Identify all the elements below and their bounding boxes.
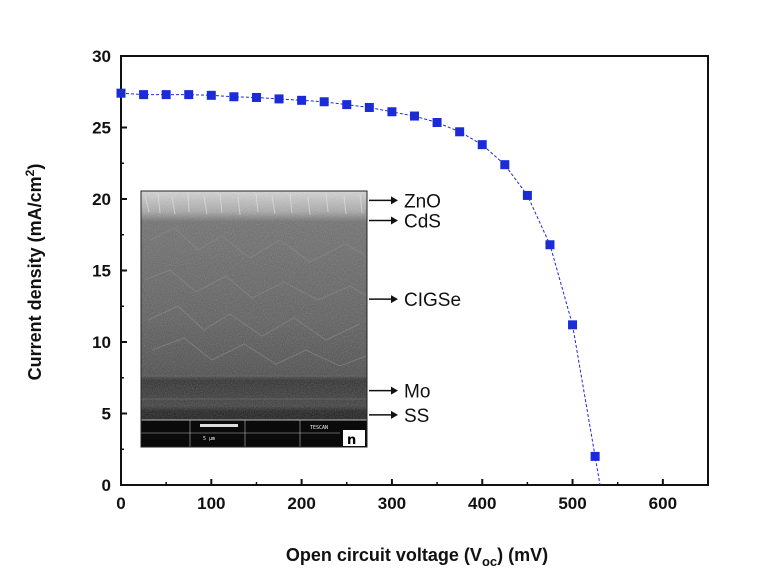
x-tick-label-2: 200 [287, 494, 315, 513]
data-point [319, 97, 329, 107]
arrow-right-icon [391, 295, 398, 304]
data-point [432, 117, 442, 127]
arrow-right-icon [391, 196, 398, 205]
data-point [342, 100, 352, 110]
arrow-right-icon [391, 216, 398, 225]
y-tick-label-5: 25 [92, 119, 111, 138]
data-point [364, 102, 374, 112]
data-point [139, 90, 149, 100]
x-tick-label-3: 300 [378, 494, 406, 513]
data-point [455, 127, 465, 137]
data-point [410, 111, 419, 121]
data-point [522, 190, 532, 200]
data-point [184, 90, 194, 100]
arrow-right-icon [391, 386, 398, 395]
x-tick-label-1: 100 [197, 494, 225, 513]
y-axis-title: Current density (mA/cm2) [23, 164, 45, 381]
y-tick-label-6: 30 [92, 47, 111, 66]
layer-label-zno: ZnO [369, 191, 441, 212]
layer-label-text: CIGSe [404, 290, 461, 311]
y-tick-label-4: 20 [92, 190, 111, 209]
layer-label-text: SS [404, 406, 429, 427]
layer-label-cds: CdS [369, 211, 441, 232]
data-point [568, 320, 578, 330]
y-tick-label-2: 10 [92, 333, 111, 352]
sem-logo-icon [343, 430, 365, 446]
arrow-right-icon [391, 410, 398, 419]
x-tick-label-5: 500 [558, 494, 586, 513]
data-point [297, 95, 307, 105]
series-line-0 [120, 92, 601, 486]
layer-label-mo: Mo [369, 382, 430, 403]
x-tick-label-0: 0 [116, 494, 125, 513]
data-point [477, 140, 487, 150]
x-tick-label-4: 400 [468, 494, 496, 513]
data-point [116, 88, 126, 98]
y-axis-ticks: 0 5 10 15 20 25 30 [92, 47, 127, 495]
layer-label-text: Mo [404, 382, 430, 403]
data-point [500, 160, 510, 170]
series-layer [116, 88, 601, 486]
layer-label-cigse: CIGSe [369, 290, 461, 311]
data-point [206, 90, 216, 100]
x-axis-title: Open circuit voltage (Voc) (mV) [286, 545, 548, 569]
x-axis-ticks: 0 100 200 300 400 500 600 [116, 479, 677, 513]
scale-bar [200, 424, 238, 427]
svg-text:n: n [347, 433, 356, 448]
y-tick-label-1: 5 [102, 405, 111, 424]
scale-label: 5 µm [203, 436, 215, 442]
layer-label-text: CdS [404, 211, 441, 232]
x-tick-label-6: 600 [649, 494, 677, 513]
data-point [161, 90, 171, 100]
y-tick-label-3: 15 [92, 262, 111, 281]
sem-inset-image: 5 µm TESCAN n [140, 190, 368, 448]
data-point [274, 94, 284, 104]
layer-label-ss: SS [369, 406, 429, 427]
data-point [229, 92, 239, 102]
data-point [590, 451, 600, 461]
y-tick-label-0: 0 [102, 476, 111, 495]
data-point [545, 240, 555, 250]
data-point [387, 107, 397, 117]
data-point [251, 92, 261, 102]
layer-label-text: ZnO [404, 191, 441, 212]
sem-brand: TESCAN [310, 425, 328, 431]
